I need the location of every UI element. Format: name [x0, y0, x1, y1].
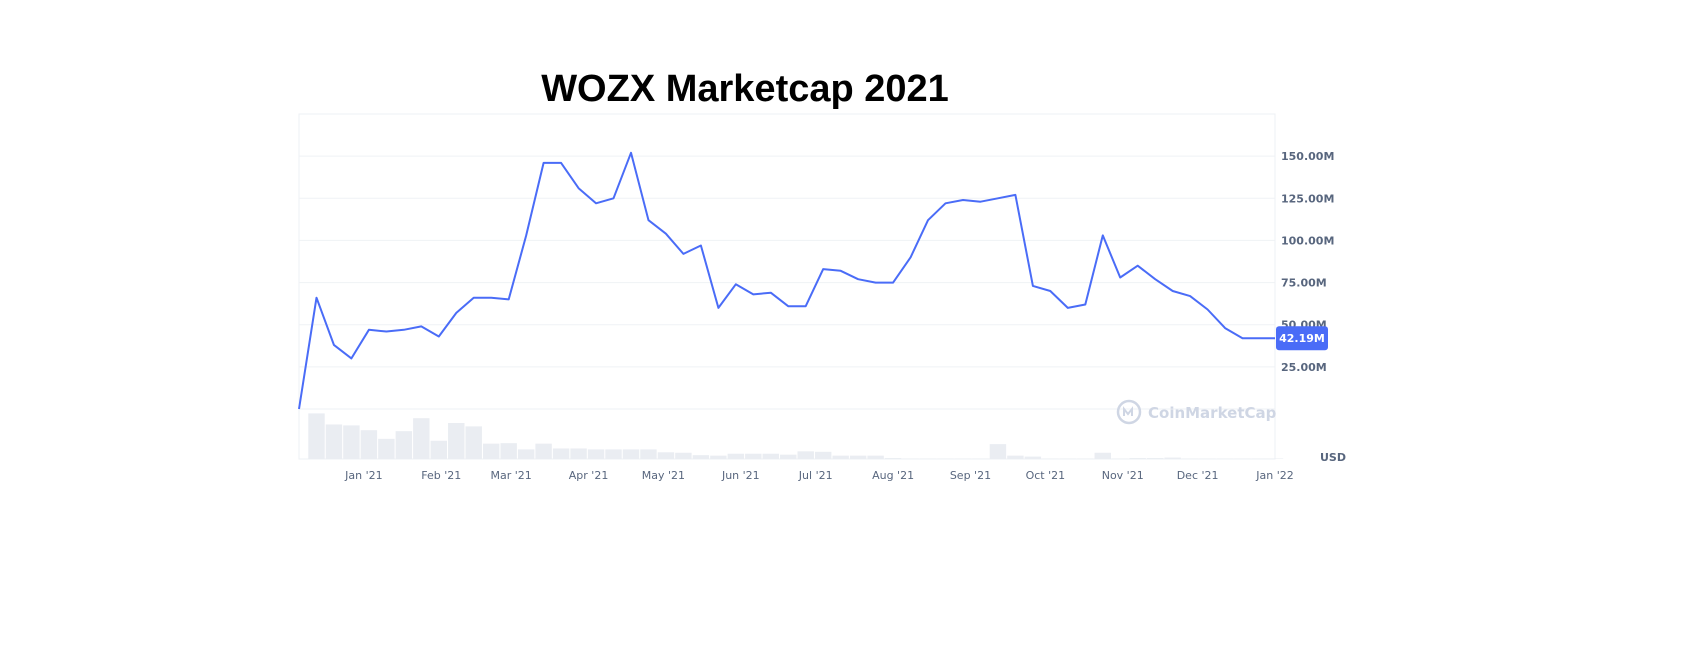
volume-bar [884, 458, 902, 459]
volume-bar [535, 443, 552, 459]
volume-bar [1129, 458, 1146, 459]
volume-bar [325, 424, 343, 459]
x-tick-label: Jul '21 [798, 469, 833, 482]
volume-bar [482, 443, 500, 459]
x-tick-label: Oct '21 [1026, 469, 1066, 482]
volume-bar [622, 449, 640, 459]
gridlines [299, 155, 1275, 368]
volume-bar [605, 449, 622, 459]
watermark: CoinMarketCap [1116, 399, 1277, 425]
volume-bar [395, 431, 413, 459]
x-tick-label: Nov '21 [1102, 469, 1144, 482]
volume-bar [517, 449, 535, 459]
plot-frame [298, 113, 1276, 460]
volume-bar [867, 455, 884, 459]
watermark-text: CoinMarketCap [1148, 404, 1277, 422]
volume-bar [675, 452, 692, 459]
volume-bar [1007, 455, 1024, 459]
x-tick-label: Jan '22 [1255, 469, 1293, 482]
x-tick-label: Jan '21 [344, 469, 382, 482]
x-tick-label: Jun '21 [721, 469, 760, 482]
volume-bar [657, 452, 675, 459]
volume-bar [308, 413, 325, 459]
volume-bar [1164, 457, 1181, 459]
volume-bar [814, 451, 832, 459]
volume-bar [762, 453, 779, 459]
y-tick-label: 75.00M [1281, 277, 1327, 290]
volume-bar [360, 430, 378, 459]
y-tick-label: 100.00M [1281, 234, 1334, 247]
volume-bar [797, 451, 814, 459]
volume-bar [1024, 456, 1042, 459]
volume-bar [1146, 458, 1164, 459]
volume-bars [308, 413, 1284, 459]
x-tick-label: Feb '21 [421, 469, 461, 482]
y-tick-label: 150.00M [1281, 150, 1334, 163]
x-tick-label: Mar '21 [491, 469, 532, 482]
current-value-label: 42.19M [1279, 332, 1325, 345]
volume-bar [552, 448, 570, 459]
volume-bar [378, 438, 395, 459]
coinmarketcap-logo-icon [1116, 399, 1142, 425]
marketcap-line [298, 151, 1275, 410]
volume-bar [448, 423, 465, 459]
x-tick-label: Apr '21 [569, 469, 609, 482]
volume-bar [465, 426, 482, 459]
current-value-badge: 42.19M [1276, 326, 1328, 351]
volume-bar [640, 449, 657, 459]
y-tick-label: 25.00M [1281, 361, 1327, 374]
volume-bar [570, 448, 587, 459]
x-tick-label: Sep '21 [950, 469, 991, 482]
volume-bar [745, 453, 762, 459]
marketcap-series [298, 151, 1276, 410]
volume-bar [832, 455, 849, 459]
volume-bar [727, 453, 745, 459]
x-tick-label: May '21 [642, 469, 685, 482]
x-tick-label: Dec '21 [1177, 469, 1219, 482]
volume-bar [780, 454, 797, 459]
y-tick-label: 125.00M [1281, 192, 1334, 205]
volume-bar [710, 455, 727, 459]
volume-bar [500, 443, 517, 459]
volume-bar [849, 455, 867, 459]
chart-title: WOZX Marketcap 2021 [541, 68, 949, 110]
volume-bar [692, 455, 710, 459]
unit-label: USD [1320, 451, 1346, 464]
x-axis-ticks: Jan '21 Feb '21 Mar '21 Apr '21 May '21 Jun '… [344, 469, 1294, 482]
volume-bar [430, 440, 447, 459]
volume-bar [1094, 452, 1111, 459]
volume-bar [587, 449, 605, 459]
volume-bar [343, 425, 360, 459]
x-tick-label: Aug '21 [872, 469, 914, 482]
volume-bar [989, 444, 1007, 459]
volume-bar [413, 418, 430, 459]
